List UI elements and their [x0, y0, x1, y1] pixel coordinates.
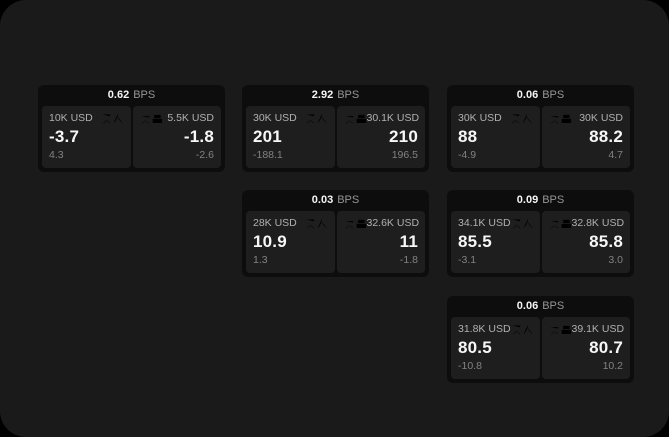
buy-price: -3.7: [49, 127, 80, 146]
sell-change: -1.8: [399, 254, 418, 266]
buy-panel[interactable]: 34.1K USD 85.5 -3.1: [451, 211, 540, 273]
buy-change: 1.3: [253, 254, 268, 266]
bps-header: 0.62 BPS: [42, 85, 221, 106]
bps-value: 0.62: [107, 89, 130, 101]
buy-panel[interactable]: 31.8K USD 80.5 -10.8: [451, 317, 540, 379]
sell-amount: 30K USD: [579, 112, 623, 124]
buy-price: 201: [253, 127, 282, 146]
buy-label-icon: [511, 218, 534, 229]
buy-price: 85.5: [458, 232, 492, 251]
bps-unit-label: BPS: [337, 194, 360, 206]
sell-change: 10.2: [602, 360, 623, 372]
bps-value: 2.92: [311, 89, 334, 101]
buy-amount: 28K USD: [253, 217, 297, 229]
buy-panel[interactable]: 30K USD 88 -4.9: [451, 106, 540, 168]
sell-panel[interactable]: 32.6K USD 11 -1.8: [336, 211, 425, 273]
sell-label-icon: [344, 218, 367, 229]
sell-price: -1.8: [183, 127, 214, 146]
bps-value: 0.03: [311, 194, 334, 206]
bps-header: 0.06 BPS: [451, 85, 630, 106]
sell-panel[interactable]: 30K USD 88.2 4.7: [541, 106, 630, 168]
sell-amount: 5.5K USD: [167, 112, 214, 124]
sell-panel[interactable]: 5.5K USD -1.8 -2.6: [132, 106, 221, 168]
buy-label-icon: [305, 218, 328, 229]
buy-amount: 31.8K USD: [458, 323, 511, 335]
bps-unit-label: BPS: [542, 300, 565, 312]
buy-panel[interactable]: 10K USD -3.7 4.3: [42, 106, 131, 168]
buy-change: -4.9: [458, 149, 477, 161]
buy-price: 10.9: [253, 232, 287, 251]
sell-label-icon: [549, 113, 572, 124]
quote-card: 0.62 BPS 10K USD -3.7 4.3 5.5K USD -1.8 …: [38, 85, 225, 172]
sell-amount: 32.6K USD: [366, 217, 420, 229]
bps-unit-label: BPS: [542, 194, 565, 206]
sell-label-icon: [549, 218, 572, 229]
quote-card: 0.03 BPS 28K USD 10.9 1.3 32.6K USD 11 -…: [242, 190, 429, 277]
sell-price: 11: [399, 232, 418, 251]
sell-panel[interactable]: 39.1K USD 80.7 10.2: [541, 317, 630, 379]
sell-label-icon: [140, 113, 163, 124]
sell-price: 210: [389, 127, 418, 146]
bps-header: 2.92 BPS: [246, 85, 425, 106]
bps-value: 0.06: [516, 89, 539, 101]
sell-change: 196.5: [391, 149, 418, 161]
buy-amount: 10K USD: [49, 112, 93, 124]
sell-price: 85.8: [589, 232, 623, 251]
bps-header: 0.03 BPS: [246, 190, 425, 211]
buy-label-icon: [101, 113, 124, 124]
buy-price: 88: [458, 127, 478, 146]
quote-card: 0.09 BPS 34.1K USD 85.5 -3.1 32.8K USD 8…: [447, 190, 634, 277]
bps-header: 0.06 BPS: [451, 296, 630, 317]
buy-panel[interactable]: 28K USD 10.9 1.3: [246, 211, 335, 273]
quote-card: 2.92 BPS 30K USD 201 -188.1 30.1K USD 21…: [242, 85, 429, 172]
sell-amount: 32.8K USD: [571, 217, 625, 229]
sell-amount: 39.1K USD: [571, 323, 625, 335]
sell-price: 88.2: [589, 127, 623, 146]
sell-amount: 30.1K USD: [366, 112, 420, 124]
bps-unit-label: BPS: [133, 89, 156, 101]
buy-price: 80.5: [458, 338, 492, 357]
sell-change: 4.7: [608, 149, 623, 161]
buy-amount: 30K USD: [253, 112, 297, 124]
quote-card: 0.06 BPS 30K USD 88 -4.9 30K USD 88.2 4.…: [447, 85, 634, 172]
buy-panel[interactable]: 30K USD 201 -188.1: [246, 106, 335, 168]
sell-panel[interactable]: 30.1K USD 210 196.5: [336, 106, 425, 168]
quote-card: 0.06 BPS 31.8K USD 80.5 -10.8 39.1K USD …: [447, 296, 634, 383]
bps-header: 0.09 BPS: [451, 190, 630, 211]
buy-amount: 34.1K USD: [458, 217, 511, 229]
bps-value: 0.09: [516, 194, 539, 206]
sell-label-icon: [344, 113, 367, 124]
buy-label-icon: [510, 113, 533, 124]
sell-label-icon: [549, 324, 572, 335]
buy-amount: 30K USD: [458, 112, 502, 124]
buy-change: -10.8: [458, 360, 482, 372]
buy-change: -188.1: [253, 149, 283, 161]
sell-panel[interactable]: 32.8K USD 85.8 3.0: [541, 211, 630, 273]
sell-change: -2.6: [195, 149, 214, 161]
sell-price: 80.7: [589, 338, 623, 357]
bps-unit-label: BPS: [337, 89, 360, 101]
bps-unit-label: BPS: [542, 89, 565, 101]
buy-label-icon: [305, 113, 328, 124]
buy-change: -3.1: [458, 254, 477, 266]
sell-change: 3.0: [608, 254, 623, 266]
buy-label-icon: [511, 324, 534, 335]
bps-value: 0.06: [516, 300, 539, 312]
buy-change: 4.3: [49, 149, 64, 161]
